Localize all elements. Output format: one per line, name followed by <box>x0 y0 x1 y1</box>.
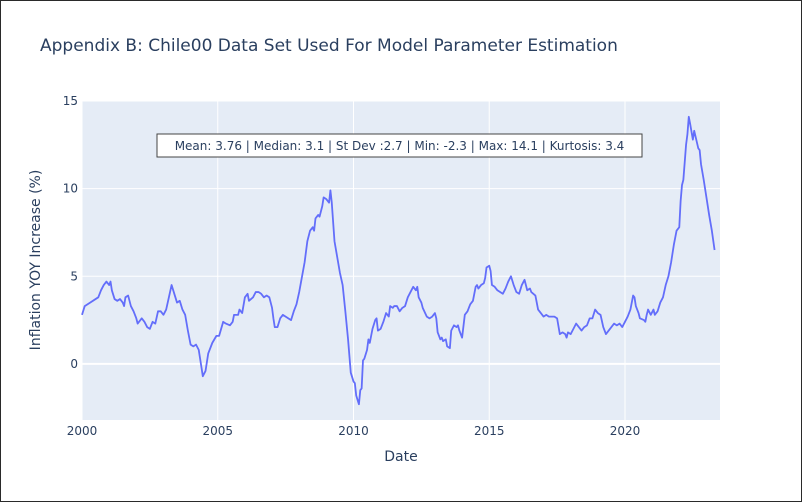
x-tick-label: 2005 <box>202 424 233 438</box>
x-tick-label: 2020 <box>610 424 641 438</box>
x-tick-label: 2010 <box>338 424 369 438</box>
y-tick-label: 0 <box>70 357 78 371</box>
x-tick-label: 2015 <box>474 424 505 438</box>
statistics-annotation-box <box>156 133 643 158</box>
statistics-annotation: Mean: 3.76 | Median: 3.1 | St Dev :2.7 |… <box>156 133 643 158</box>
y-tick-label: 5 <box>70 269 78 283</box>
x-axis-title: Date <box>384 449 417 465</box>
chart-title: Appendix B: Chile00 Data Set Used For Mo… <box>40 36 618 56</box>
statistics-annotation-text: Mean: 3.76 | Median: 3.1 | St Dev :2.7 |… <box>175 139 625 153</box>
y-tick-label: 10 <box>63 182 78 196</box>
grid-lines <box>81 100 720 420</box>
x-axis-ticks: 2000 2005 2010 2015 2020 <box>67 424 641 438</box>
y-axis-title: Inflation YOY Increase (%) <box>28 170 44 351</box>
y-tick-label: 15 <box>63 94 78 108</box>
x-tick-label: 2000 <box>67 424 98 438</box>
inflation-series-line <box>81 115 716 406</box>
y-axis-ticks: 0 5 10 15 <box>63 94 78 371</box>
